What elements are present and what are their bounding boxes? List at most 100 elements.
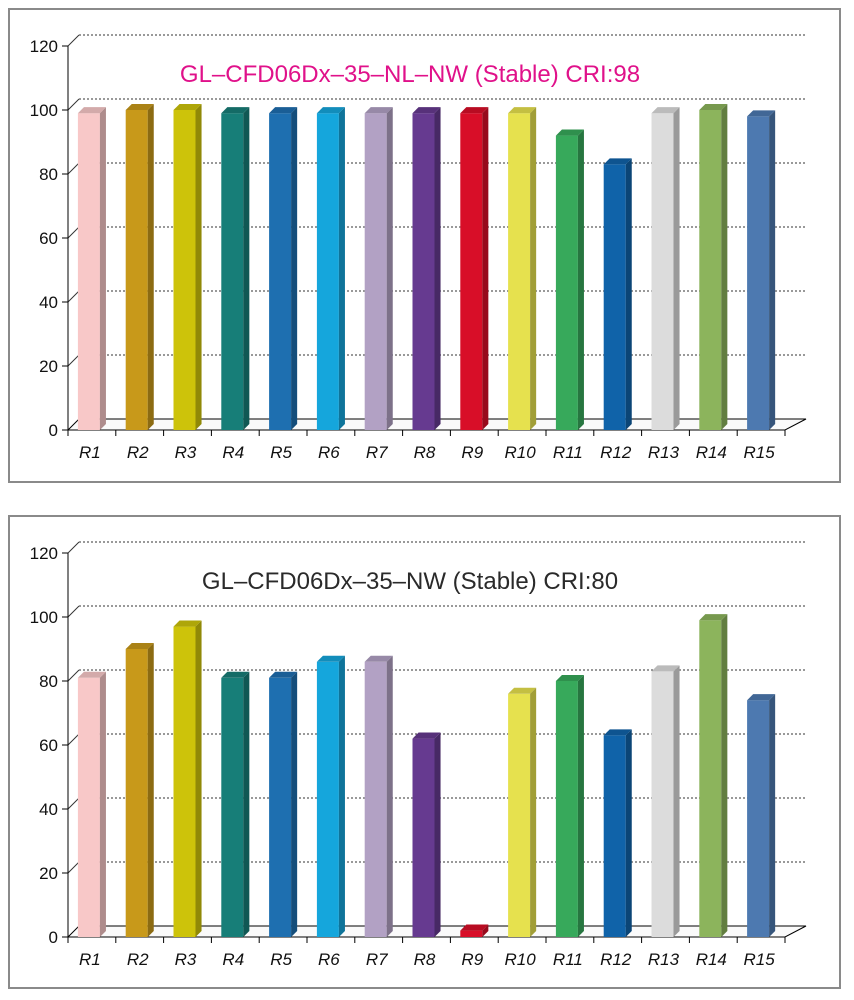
gridline-connector (67, 162, 80, 175)
bar-r2 (125, 642, 154, 937)
bar-front (651, 113, 674, 430)
bar-top (699, 614, 728, 621)
bar-top (651, 665, 680, 672)
x-tick-label: R4 (222, 443, 244, 462)
gridline-connector (67, 290, 80, 303)
bar-front (269, 677, 292, 937)
x-tick-label: R9 (461, 950, 483, 969)
x-tick-label: R1 (79, 443, 101, 462)
bar-front (316, 661, 339, 937)
bar-r2 (125, 103, 154, 430)
x-tick-label: R15 (744, 443, 776, 462)
x-tick-label: R4 (222, 950, 244, 969)
bar-side (338, 655, 345, 937)
x-tick-label: R13 (648, 443, 680, 462)
bar-front (603, 164, 626, 430)
x-tick-label: R12 (600, 443, 632, 462)
x-tick-label: R5 (270, 950, 292, 969)
bar-front (412, 113, 435, 430)
x-tick-label: R2 (127, 950, 149, 969)
chart-2-svg: 0 20 40 60 80 100 120 R1 R2 R3 R4 R5 R6 R7 R8 R9 R10 R11 R… (30, 541, 807, 969)
bar-top (747, 694, 776, 701)
x-tick-label: R12 (600, 950, 632, 969)
gridline-connector (67, 733, 80, 746)
bar-r13 (651, 665, 680, 937)
bar-side (291, 107, 298, 431)
bar-r7 (364, 655, 393, 937)
bar-front (460, 113, 483, 430)
gridline-connector (67, 861, 80, 874)
y-tick-label: 100 (30, 608, 58, 627)
bar-front (508, 693, 531, 937)
chart-panel-2: 0 20 40 60 80 100 120 R1 R2 R3 R4 R5 R6 R7 R8 R9 R10 R11 R… (8, 515, 841, 989)
bar-side (530, 687, 537, 937)
y-tick-label: 0 (49, 928, 58, 947)
bar-front (77, 113, 100, 430)
y-tick-label: 120 (30, 37, 58, 56)
bar-r15 (747, 110, 776, 431)
y-tick-label: 100 (30, 101, 58, 120)
bar-top (460, 924, 489, 931)
y-tick-label: 60 (39, 736, 58, 755)
bar-r10 (508, 107, 537, 431)
bar-side (769, 110, 776, 430)
x-tick-label: R10 (505, 443, 537, 462)
bar-side (625, 158, 632, 430)
y-tick-label: 80 (39, 165, 58, 184)
bar-side (482, 924, 489, 937)
bar-r14 (699, 103, 728, 430)
bar-top (603, 158, 632, 165)
bar-top (555, 129, 584, 136)
bar-side (530, 107, 537, 431)
bar-top (651, 107, 680, 114)
bar-front (412, 738, 435, 937)
x-tick-label: R14 (696, 950, 727, 969)
bar-r11 (555, 674, 584, 937)
bar-front (508, 113, 531, 430)
x-tick-label: R14 (696, 443, 727, 462)
bar-side (147, 103, 154, 430)
bar-front (77, 677, 100, 937)
y-tick-label: 0 (49, 421, 58, 440)
bar-r12 (603, 729, 632, 937)
bar-side (673, 107, 680, 431)
bar-side (243, 107, 250, 431)
bar-front (747, 700, 770, 937)
bar-side (577, 129, 584, 431)
x-tick-label: R9 (461, 443, 483, 462)
bar-top (555, 674, 584, 681)
bar-side (434, 107, 441, 431)
bar-top (77, 107, 106, 114)
bar-top (269, 671, 298, 678)
bar-side (195, 620, 202, 937)
x-tick-label: R7 (366, 950, 388, 969)
bar-r13 (651, 107, 680, 431)
bar-front (269, 113, 292, 430)
bar-r15 (747, 694, 776, 937)
bar-side (338, 107, 345, 431)
x-tick-label: R7 (366, 443, 388, 462)
bar-side (386, 655, 393, 937)
x-tick-label: R11 (553, 950, 583, 969)
bar-top (125, 642, 154, 649)
bar-side (673, 665, 680, 937)
bar-front (364, 661, 387, 937)
bar-top (412, 732, 441, 739)
x-tick-label: R2 (127, 443, 149, 462)
bar-front (125, 649, 148, 937)
x-tick-label: R8 (414, 443, 436, 462)
chart-1-svg: 0 20 40 60 80 100 120 R1 R2 R3 R4 R5 R6 R7 R8 R9 R10 R11 R… (30, 34, 807, 462)
gridline-connector (67, 34, 80, 47)
gridline-connector (67, 541, 80, 554)
y-tick-label: 120 (30, 544, 58, 563)
bar-top (269, 107, 298, 114)
x-tick-label: R1 (79, 950, 101, 969)
bar-r4 (221, 107, 250, 431)
bar-r8 (412, 732, 441, 937)
y-tick-label: 20 (39, 357, 58, 376)
bar-front (555, 681, 578, 937)
gridline-connector (67, 605, 80, 618)
bar-top (77, 671, 106, 678)
bar-top (125, 103, 154, 110)
bar-r7 (364, 107, 393, 431)
